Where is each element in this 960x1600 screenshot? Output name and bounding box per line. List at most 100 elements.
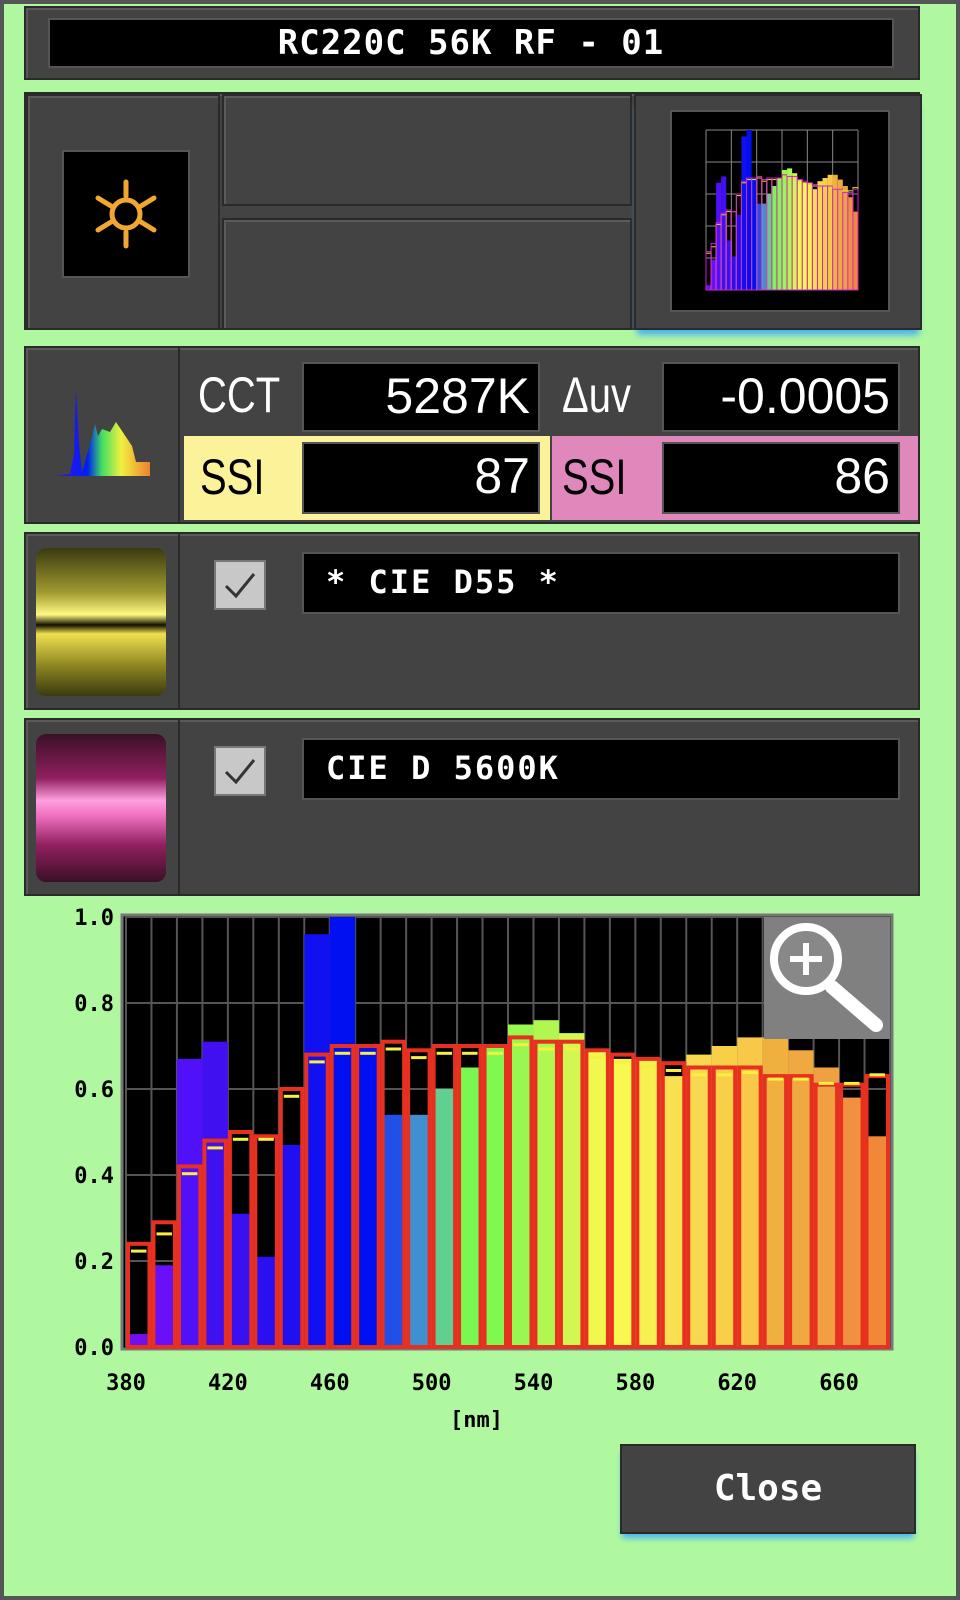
y-tick-label: 1.0 [74,906,114,931]
reference-d5600-bar [126,1241,152,1350]
thumb-bar [716,182,722,290]
reference-d5600-bar [609,1052,636,1349]
measured-bar [686,1054,712,1347]
thumb-ref1 [705,252,712,291]
mode-panel [24,92,922,330]
y-tick-label: 0.0 [74,1336,114,1361]
thumb-bar [817,181,823,290]
reference-2-color-swatch[interactable] [36,734,166,882]
x-axis-label: [nm] [450,1408,503,1433]
cct-value: 5287K [302,362,540,432]
thumb-bar [837,179,843,290]
spectrum-view-button[interactable] [634,94,922,330]
thumb-bar [807,182,813,290]
measured-bar [227,1213,254,1347]
reference-d5600-bar [584,1048,610,1350]
info-slot-2 [222,218,632,330]
thumb-bar [761,203,767,290]
divider [178,348,180,524]
thumb-bar [746,130,752,290]
thumb-bar [822,178,828,290]
x-tick-label: 660 [819,1371,859,1396]
reference-d5600-bar [482,1044,508,1349]
reference-d5600-bar [762,1074,789,1349]
thumb-bar [812,189,818,290]
thumb-bar [711,259,717,290]
ssi-ref1-label: SSI [200,449,265,505]
thumb-ref2 [852,188,859,291]
y-tick-label: 0.4 [74,1164,114,1189]
reference-d5600-bar [380,1039,407,1349]
x-tick-label: 540 [514,1371,554,1396]
y-tick-label: 0.6 [74,1078,114,1103]
y-tick-label: 0.2 [74,1250,114,1275]
reference-1-checkbox[interactable] [214,560,266,610]
reference-2-name[interactable]: CIE D 5600K [302,738,900,800]
thumb-bar [842,186,848,290]
reference-2-panel: CIE D 5600K [24,718,920,896]
device-title: RC220C 56K RF - 01 [48,18,894,68]
x-tick-label: 500 [412,1371,452,1396]
thumb-bar [792,173,798,290]
spectrum-graph-icon [50,384,160,484]
reference-d5600-bar [533,1039,559,1349]
measured-bar [126,1334,152,1347]
measured-bar [584,1050,610,1347]
reference-d5600-bar [253,1134,279,1350]
reference-d5600-bar [737,1065,763,1349]
measured-bar [711,1046,738,1347]
thumb-bar [756,203,762,290]
measured-bar [151,1265,177,1347]
divider [178,720,180,896]
reference-d5600-bar [711,1065,738,1349]
thumb-bar [771,186,777,290]
thumb-bar [852,211,858,290]
reference-d5600-bar [558,1039,585,1349]
ssi-ref1-value: 87 [302,442,540,514]
reference-d5600-bar [278,1087,305,1349]
reference-d5600-bar [304,1052,330,1349]
thumb-bar [721,176,727,290]
close-button[interactable]: Close [620,1444,916,1534]
reference-1-color-swatch[interactable] [36,548,166,696]
reference-d5600-bar [508,1035,534,1350]
measured-bar [558,1033,585,1347]
measured-bar [355,1046,381,1347]
reference-1-name[interactable]: * CIE D55 * [302,552,900,614]
thumb-bar [797,179,803,290]
measured-bar [533,1020,559,1347]
ssi-ref2-cell: SSI 86 [552,436,918,520]
reference-d5600-bar [202,1138,228,1349]
thumb-bar [736,214,742,290]
x-tick-label: 420 [208,1371,248,1396]
reference-d5600-bar [660,1061,687,1349]
measured-bar [457,1067,483,1347]
zoom-button[interactable] [764,917,890,1039]
measured-bar [864,1136,890,1347]
reference-2-checkbox[interactable] [214,746,266,796]
measured-bar [762,1037,789,1347]
duv-label: Δuv [562,367,631,423]
checkmark-icon [224,759,256,785]
thumb-bar [731,256,737,290]
thumb-bar [787,168,793,290]
thumb-bar [741,136,747,290]
measured-bar [176,1058,203,1347]
x-tick-label: 620 [717,1371,757,1396]
thumb-bar [706,285,712,290]
reference-d5600-bar [406,1048,432,1350]
thumb-bar [751,178,757,290]
thumb-bar [776,178,782,290]
measured-bar [329,917,356,1347]
title-bar: RC220C 56K RF - 01 [24,6,920,80]
measured-bar [813,1067,840,1347]
reference-d5600-bar [227,1130,254,1349]
duv-value: -0.0005 [662,362,900,432]
sun-icon [62,150,190,278]
reference-d5600-bar [788,1074,814,1349]
measured-bar [431,1089,458,1347]
mode-button[interactable] [26,94,220,330]
x-tick-label: 460 [310,1371,350,1396]
measured-bar [253,1256,279,1347]
reference-d5600-bar [151,1220,177,1350]
